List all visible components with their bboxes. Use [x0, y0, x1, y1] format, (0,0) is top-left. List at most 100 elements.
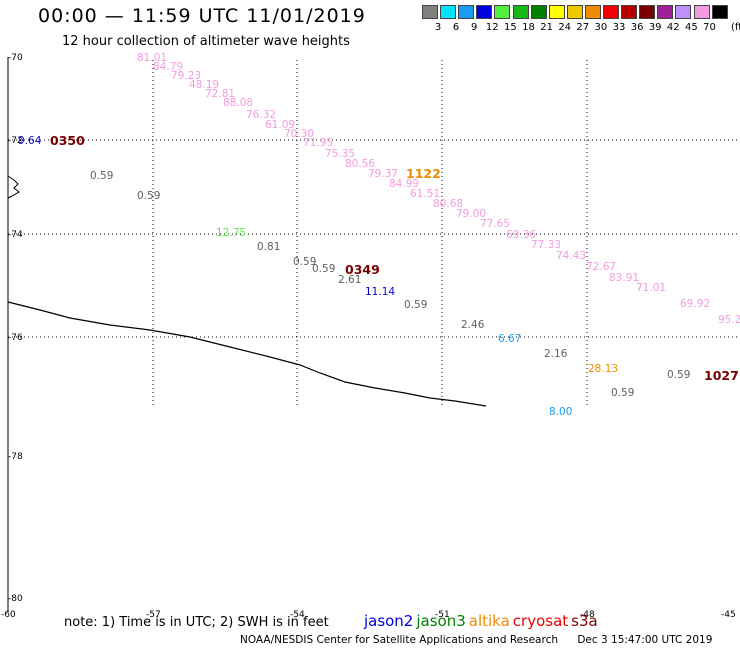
colorbar-swatch [693, 5, 710, 19]
swh-value-label: 2.16 [544, 348, 568, 360]
swh-value-label: 48.19 [189, 79, 219, 91]
colorbar-tick-label: 12 [485, 22, 499, 33]
lat-label: -76 [8, 333, 23, 343]
swh-value-label: 0.59 [404, 299, 427, 311]
swh-value-label: 0.81 [257, 241, 280, 253]
latitude-labels: -70 -72 -74 -76 -78 -80 [8, 53, 23, 604]
swh-value-label: 83.91 [609, 272, 639, 284]
swh-value-label: 72.67 [586, 261, 616, 273]
swh-value-label: 12.75 [216, 227, 246, 239]
colorbar-swatch [458, 5, 475, 19]
mission-name: jason2 [363, 612, 414, 630]
lat-label: -74 [8, 230, 23, 240]
colorbar-tick-label: 42 [666, 22, 680, 33]
swh-value-label: 69.36 [506, 229, 536, 241]
mission-name: altika [468, 612, 510, 630]
lat-label: -70 [8, 53, 23, 63]
colorbar-swatch [440, 5, 457, 19]
colorbar-tick-label: 21 [540, 22, 553, 33]
colorbar-tick-label: 36 [630, 22, 644, 33]
swh-value-label: 84.99 [389, 178, 419, 190]
colorbar-tick-label: 3 [434, 22, 442, 33]
colorbar-tick-label: 39 [648, 22, 662, 33]
swh-value-label: 76.32 [246, 109, 276, 121]
lon-label: -48 [580, 610, 595, 620]
graticule [8, 60, 738, 405]
pass-time-label: 1027 [704, 368, 739, 383]
colorbar-swatch [512, 5, 529, 19]
swh-value-label: 0.59 [90, 170, 113, 182]
colorbar-swatch [657, 5, 674, 19]
swh-value-label: 69.92 [680, 298, 710, 310]
pass-time-label: 1122 [406, 166, 441, 181]
colorbar-tick-label: 70 [703, 22, 716, 33]
swh-value-label: 0.59 [611, 387, 634, 399]
pass-time-label: 0350 [50, 133, 85, 148]
swh-value-label: 77.33 [531, 239, 561, 251]
swh-value-label: 71.95 [303, 137, 333, 149]
colorbar-swatch [621, 5, 638, 19]
lat-label: -78 [8, 452, 23, 462]
colorbar-swatch [476, 5, 493, 19]
colorbar-unit: (ft) [731, 22, 740, 33]
swh-value-label: 0.59 [137, 190, 160, 202]
swh-value-label: 74.43 [556, 250, 586, 262]
colorbar-tick-label: 15 [504, 22, 517, 33]
swh-value-label: 0.59 [667, 369, 690, 381]
swh-value-label: 71.01 [636, 282, 666, 294]
lon-label: -57 [146, 610, 161, 620]
swh-value-label: 80.68 [433, 198, 463, 210]
swh-value-label: 80.56 [345, 158, 375, 170]
colorbar-swatch [494, 5, 511, 19]
swh-value-label: 61.09 [265, 119, 295, 131]
swh-value-label: 6.67 [498, 333, 521, 345]
colorbar-tick-label: 27 [576, 22, 590, 33]
swh-value-label: 28.13 [588, 363, 618, 375]
mission-name: jason3 [416, 612, 466, 630]
colorbar-tick-label: 18 [522, 22, 535, 33]
lon-label: -60 [1, 610, 16, 620]
swh-value-label: 88.08 [223, 97, 253, 109]
lat-label: -72 [8, 136, 23, 146]
lat-label: -80 [8, 594, 23, 604]
swh-value-label: 72.81 [205, 88, 235, 100]
colorbar-swatch [584, 5, 601, 19]
swh-value-label: 79.00 [456, 208, 486, 220]
lon-label: -45 [721, 610, 736, 620]
colorbar-swatch [566, 5, 583, 19]
colorbar-swatch [530, 5, 547, 19]
swh-labels: 81.0184.7979.2348.1972.8188.0876.3261.09… [18, 52, 740, 418]
swh-value-label: 75.35 [325, 148, 355, 160]
colorbar-swatch [548, 5, 565, 19]
swh-value-label: 95.2 [718, 314, 740, 326]
swh-value-label: 2.61 [338, 274, 361, 286]
note-text: note: 1) Time is in UTC; 2) SWH is in fe… [64, 615, 329, 630]
swh-value-label: 79.23 [171, 70, 201, 82]
lon-label: -51 [435, 610, 450, 620]
mission-name: cryosat [512, 612, 569, 630]
colorbar-tick-label: 33 [612, 22, 626, 33]
map-title: 00:00 — 11:59 UTC 11/01/2019 [38, 5, 366, 27]
swh-value-label: 8.00 [549, 406, 572, 418]
colorbar-tick-label: 45 [685, 22, 698, 33]
swh-value-label: 0.59 [312, 263, 335, 275]
mission-name: s3a [571, 612, 598, 630]
swh-value-label: 61.51 [410, 188, 440, 200]
footer-note: note: 1) Time is in UTC; 2) SWH is in fe… [64, 612, 598, 630]
swh-value-label: 79.37 [368, 168, 398, 180]
colorbar-tick-label: 6 [452, 22, 460, 33]
colorbar-swatch [675, 5, 692, 19]
swh-value-label: 77.65 [480, 218, 510, 230]
colorbar-swatch [639, 5, 656, 19]
colorbar-swatch [711, 5, 728, 19]
swh-value-label: 70.30 [284, 128, 314, 140]
coastline [7, 301, 487, 407]
longitude-labels: -60 -57 -54 -51 -48 -45 [1, 610, 736, 620]
pass-time-label: 0349 [345, 262, 380, 277]
swh-value-label: 11.14 [365, 286, 395, 298]
colorbar-tick-label: 30 [594, 22, 608, 33]
swh-value-label: 9.64 [18, 135, 42, 147]
swh-value-label: 0.59 [293, 256, 316, 268]
swh-value-label: 81.01 [137, 52, 167, 64]
pass-time-labels: 0350 1122 0349 1027 [50, 133, 739, 383]
